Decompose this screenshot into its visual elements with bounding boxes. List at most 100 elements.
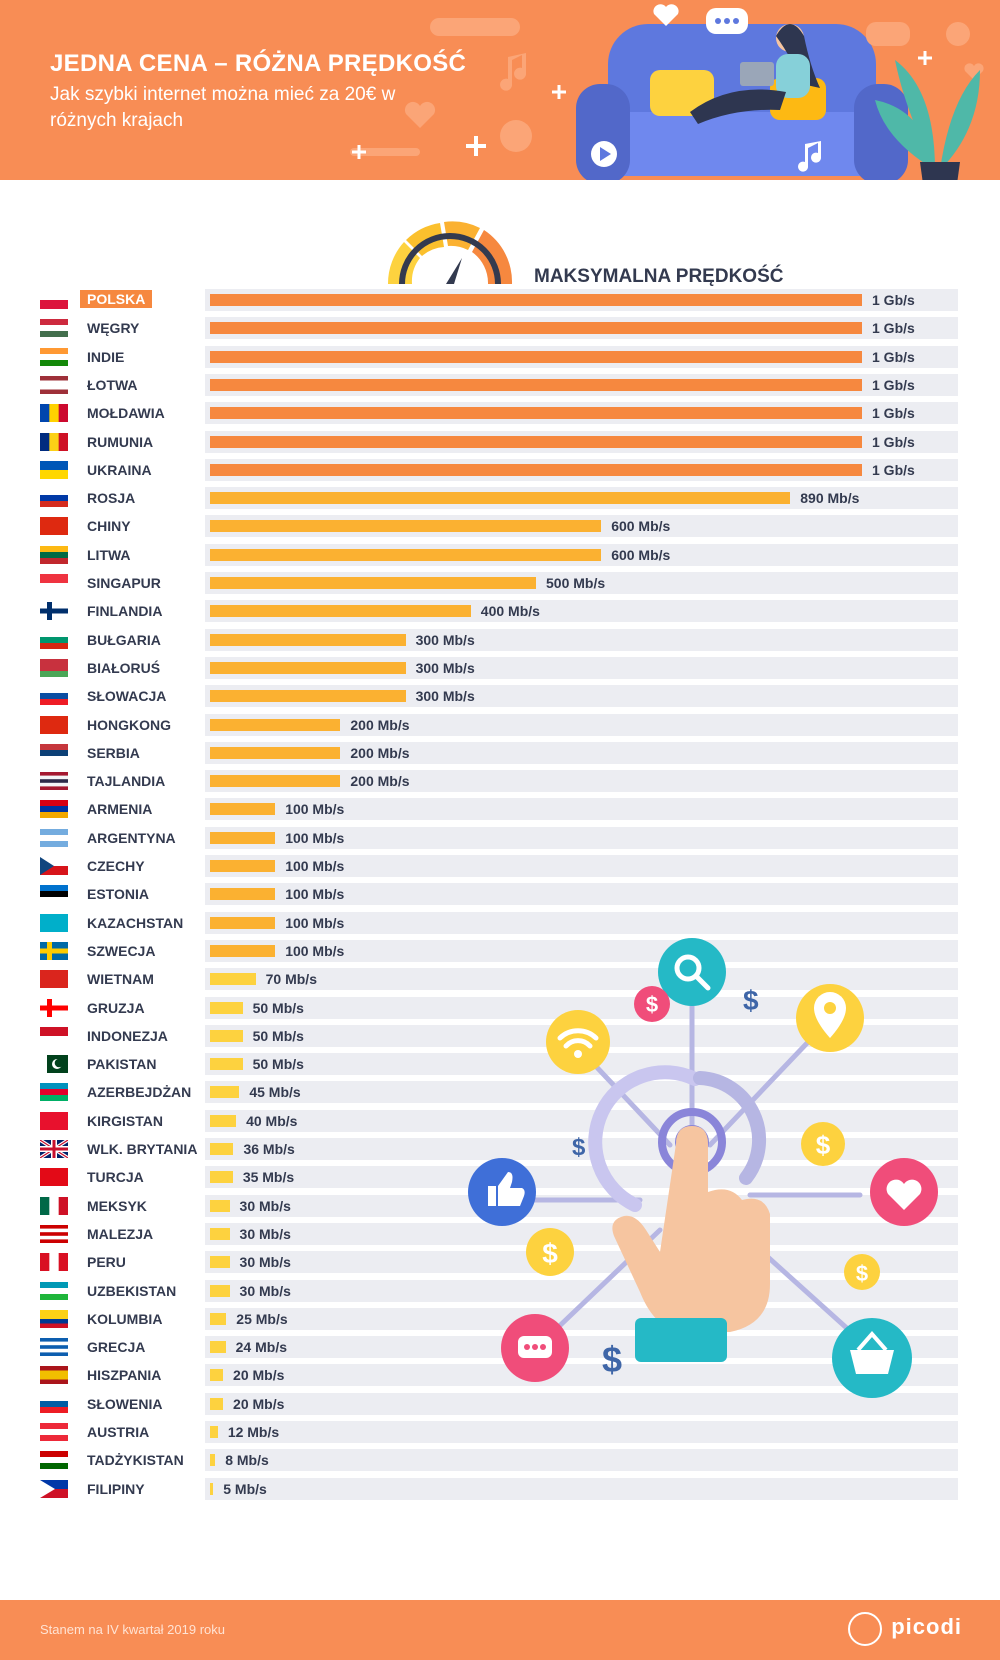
- category-label: HONGKONG: [87, 716, 171, 733]
- search-icon: [658, 938, 726, 1006]
- country-flag-icon: [40, 432, 68, 451]
- music-note-icon: [798, 141, 822, 172]
- touch-ripple: [693, 1071, 767, 1185]
- bar: [210, 1284, 230, 1297]
- bar: [210, 1397, 224, 1410]
- country-flag-icon: [40, 630, 68, 649]
- bar: [210, 294, 862, 306]
- bar: [210, 463, 862, 476]
- category-label: INDIE: [87, 348, 125, 365]
- chart-row: ARMENIA 100 Mb/s: [0, 798, 1000, 821]
- chart-row: ŁOTWA 1 Gb/s: [0, 373, 1000, 396]
- country-flag-icon: [40, 602, 68, 621]
- chart-row: UKRAINA 1 Gb/s: [0, 458, 1000, 481]
- bar: [210, 435, 862, 448]
- data-label: 500 Mb/s: [546, 575, 606, 591]
- bar: [210, 1058, 243, 1071]
- chart-row: GRUZJA 50 Mb/s: [0, 996, 1000, 1019]
- category-label: CHINY: [87, 518, 131, 535]
- chart-row: AZERBEJDŻAN 45 Mb/s: [0, 1081, 1000, 1104]
- country-flag-icon: [40, 1253, 68, 1272]
- bar-track: [205, 826, 958, 849]
- bar: [210, 350, 862, 363]
- country-flag-icon: [40, 1026, 68, 1045]
- country-flag-icon: [40, 574, 68, 592]
- bar-track: [205, 770, 958, 793]
- footnote: Stanem na IV kwartał 2019 roku: [40, 1622, 225, 1637]
- bar: [210, 407, 862, 420]
- chart-row: CHINY 600 Mb/s: [0, 515, 1000, 538]
- bar: [210, 690, 406, 703]
- data-label: 300 Mb/s: [415, 631, 475, 648]
- plus-icon: [466, 136, 486, 156]
- data-label: 40 Mb/s: [246, 1112, 298, 1129]
- data-label: 100 Mb/s: [285, 801, 345, 818]
- data-label: 200 Mb/s: [350, 716, 410, 733]
- chart-row: SŁOWENIA 20 Mb/s: [0, 1392, 1000, 1415]
- category-label: WIETNAM: [87, 971, 154, 988]
- header-illustration: [350, 4, 984, 180]
- data-label: 1 Gb/s: [872, 292, 915, 308]
- data-label: 70 Mb/s: [265, 971, 317, 988]
- chart-row: GRECJA 24 Mb/s: [0, 1336, 1000, 1359]
- category-label: LITWA: [87, 546, 131, 563]
- data-label: 24 Mb/s: [235, 1339, 287, 1356]
- country-flag-icon: [40, 1281, 68, 1300]
- bar-track: [205, 911, 958, 934]
- country-flag-icon: [40, 1309, 68, 1328]
- country-flag-icon: [40, 743, 68, 762]
- bar-track: [205, 939, 958, 962]
- bar-track: [205, 1138, 958, 1160]
- data-label: 25 Mb/s: [236, 1310, 288, 1327]
- category-label: ŁOTWA: [87, 376, 138, 393]
- category-label: TAJLANDIA: [87, 773, 166, 790]
- data-label: 600 Mb/s: [611, 518, 671, 535]
- category-label: SINGAPUR: [87, 575, 161, 591]
- data-label: 36 Mb/s: [243, 1141, 295, 1157]
- country-flag-icon: [40, 489, 68, 508]
- bar: [210, 577, 536, 589]
- country-flag-icon: [40, 1224, 68, 1243]
- country-flag-icon: [40, 1196, 68, 1215]
- chat-bubble-icon: [866, 22, 910, 46]
- chart-row: WIETNAM 70 Mb/s: [0, 968, 1000, 991]
- data-label: 35 Mb/s: [242, 1169, 295, 1186]
- country-flag-icon: [40, 1394, 68, 1413]
- chart-row: HONGKONG 200 Mb/s: [0, 713, 1000, 736]
- chart-row: POLSKA 1 Gb/s: [0, 289, 1000, 311]
- bar: [210, 633, 406, 646]
- country-flag-icon: [40, 913, 68, 932]
- country-flag-icon: [40, 857, 68, 875]
- bar: [210, 1171, 233, 1184]
- heart-icon: [404, 101, 436, 128]
- bar: [210, 548, 602, 561]
- category-label: WĘGRY: [87, 320, 140, 337]
- category-label: AZERBEJDŻAN: [87, 1084, 192, 1101]
- country-flag-icon: [40, 772, 68, 791]
- category-label: ARGENTYNA: [87, 829, 176, 846]
- plus-icon: [352, 145, 366, 159]
- chart-row: BIAŁORUŚ 300 Mb/s: [0, 656, 1000, 679]
- category-label: ROSJA: [87, 490, 136, 507]
- category-label: SŁOWENIA: [87, 1395, 163, 1412]
- category-label: TADŻYKISTAN: [87, 1452, 184, 1469]
- bar: [210, 1341, 226, 1354]
- country-flag-icon: [40, 941, 68, 960]
- data-label: 1 Gb/s: [872, 320, 915, 337]
- country-flag-icon: [40, 687, 68, 706]
- dollar-icon: $: [743, 985, 759, 1016]
- bar: [210, 1086, 240, 1099]
- svg-text:$: $: [856, 1261, 868, 1286]
- chart-row: TADŻYKISTAN 8 Mb/s: [0, 1449, 1000, 1472]
- category-label: KAZACHSTAN: [87, 914, 184, 931]
- data-label: 100 Mb/s: [285, 858, 345, 874]
- data-label: 100 Mb/s: [285, 829, 345, 846]
- bar-track: [205, 741, 958, 764]
- bar: [210, 831, 276, 844]
- data-label: 30 Mb/s: [239, 1197, 291, 1214]
- country-flag-icon: [40, 545, 68, 564]
- dollar-coin-icon: [634, 986, 670, 1022]
- category-label: RUMUNIA: [87, 433, 154, 450]
- chart-row: SERBIA 200 Mb/s: [0, 741, 1000, 764]
- data-label: 12 Mb/s: [227, 1424, 280, 1440]
